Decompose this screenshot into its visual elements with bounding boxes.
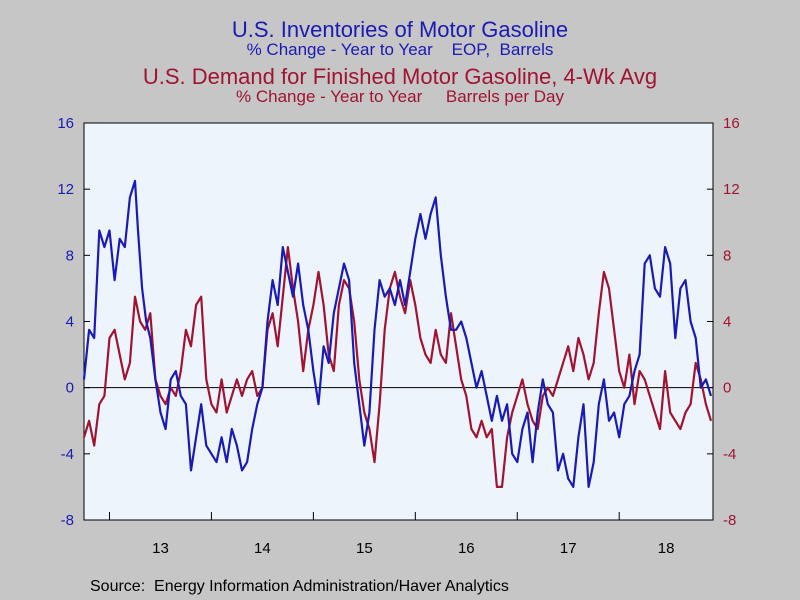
x-axis: 13 14 15 16 17 18	[108, 512, 675, 557]
y-tick-right-label: 4	[723, 314, 731, 331]
y-tick-right-label: 0	[723, 380, 731, 397]
y-tick-left-label: 12	[57, 181, 74, 198]
y-tick-left-label: 0	[66, 380, 74, 397]
y-tick-right-label: -4	[723, 446, 736, 463]
x-tick-label: 18	[658, 540, 675, 557]
y-tick-right-label: -8	[723, 512, 736, 529]
x-tick-label: 17	[560, 540, 577, 557]
x-tick-label: 13	[152, 540, 169, 557]
x-tick-label: 15	[356, 540, 373, 557]
plot-area	[83, 122, 714, 521]
y-tick-right-label: 12	[723, 181, 740, 198]
chart-title-inventories: U.S. Inventories of Motor Gasoline	[231, 17, 569, 42]
y-tick-left-label: 8	[66, 247, 74, 264]
y-axis-left: -8 -4 0 4 8 12 16	[57, 115, 90, 529]
y-tick-left-label: -8	[61, 512, 74, 529]
chart-subtitle-inventories: % Change - Year to Year EOP, Barrels	[246, 40, 554, 59]
y-tick-left-label: -4	[61, 446, 74, 463]
y-tick-right-label: 8	[723, 247, 731, 264]
y-tick-left-label: 16	[57, 115, 74, 132]
x-tick-label: 14	[254, 540, 271, 557]
x-tick-label: 16	[458, 540, 475, 557]
chart-title-demand: U.S. Demand for Finished Motor Gasoline,…	[142, 64, 658, 89]
source-note: Source: Energy Information Administratio…	[90, 578, 509, 595]
y-tick-left-label: 4	[66, 314, 74, 331]
chart-subtitle-demand: % Change - Year to Year Barrels per Day	[236, 87, 564, 106]
y-tick-right-label: 16	[723, 115, 740, 132]
y-axis-right: -8 -4 0 4 8 12 16	[707, 115, 740, 529]
inventories-series-line	[82, 179, 713, 488]
demand-series-line	[82, 246, 713, 488]
